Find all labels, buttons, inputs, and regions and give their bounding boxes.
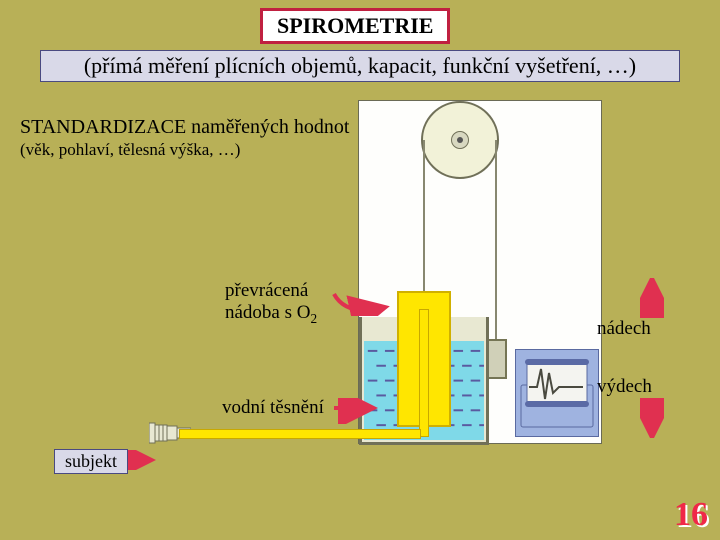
subject-box: subjekt (54, 449, 128, 474)
page-number: 16 (674, 496, 708, 534)
title-text: SPIROMETRIE (277, 13, 433, 38)
rope-right (495, 140, 497, 341)
standardization-subtext-text: (věk, pohlaví, tělesná výška, …) (20, 140, 240, 159)
label-o2-subscript: 2 (310, 311, 317, 326)
tube-vertical (419, 309, 429, 437)
label-o2-line2a: nádoba s O (225, 302, 310, 323)
arrow-o2-to-chamber (332, 286, 394, 316)
label-water-seal: vodní těsnění (222, 397, 324, 419)
subtitle-text: (přímá měření plícních objemů, kapacit, … (84, 53, 636, 78)
arrow-seal-to-tank (332, 398, 380, 424)
subtitle-box: (přímá měření plícních objemů, kapacit, … (40, 50, 680, 82)
arrow-inhale (640, 278, 664, 318)
label-o2-chamber: převrácená nádoba s O2 (225, 280, 317, 326)
standardization-heading-text: STANDARDIZACE naměřených hodnot (20, 116, 349, 138)
standardization-heading: STANDARDIZACE naměřených hodnot (20, 116, 349, 139)
title-box: SPIROMETRIE (260, 8, 450, 44)
slide: SPIROMETRIE (přímá měření plícních objem… (0, 0, 720, 540)
label-water-seal-text: vodní těsnění (222, 397, 324, 418)
tube-horizontal (179, 429, 421, 439)
label-exhale-text: výdech (597, 376, 652, 397)
label-exhale: výdech (597, 376, 652, 398)
kymograph-recorder (515, 349, 599, 437)
spirometer-diagram (358, 100, 602, 444)
subject-text: subjekt (65, 451, 117, 471)
pulley (421, 101, 499, 179)
page-number-text: 16 (674, 496, 708, 533)
rope-left (423, 140, 425, 292)
arrow-exhale (640, 398, 664, 438)
pulley-axis (457, 137, 463, 143)
standardization-subtext: (věk, pohlaví, tělesná výška, …) (20, 140, 240, 160)
label-inhale: nádech (597, 318, 651, 340)
label-o2-line1: převrácená (225, 280, 308, 301)
label-inhale-text: nádech (597, 318, 651, 339)
